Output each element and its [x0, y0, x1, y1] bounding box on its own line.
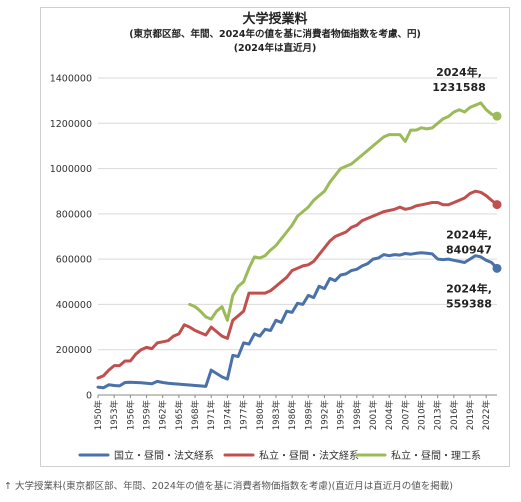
x-tick-label: 1983年	[271, 400, 282, 431]
x-tick-label: 2007年	[400, 400, 411, 431]
x-tick-label: 1968年	[190, 400, 201, 431]
x-tick-label: 1974年	[222, 400, 233, 431]
x-tick-label: 1977年	[239, 400, 250, 431]
y-tick-label: 1000000	[50, 164, 92, 175]
x-tick-label: 1959年	[142, 400, 153, 431]
x-tick-label: 2019年	[465, 400, 476, 431]
end-value-label: 2024年, 559388	[446, 281, 492, 310]
x-tick-label: 1995年	[336, 400, 347, 431]
y-tick-label: 400000	[56, 300, 92, 311]
x-tick-label: 1962年	[158, 400, 169, 431]
x-tick-label: 2016年	[449, 400, 460, 431]
x-tick-label: 1950年	[93, 400, 104, 431]
x-tick-label: 1998年	[352, 400, 363, 431]
legend-label-2: 私立・昼間・法文経系	[259, 449, 359, 462]
x-tick-label: 2010年	[417, 400, 428, 431]
chart-subtitle: (東京都区部、年間、2024年の値を基に消費者物価指数を考慮、円)	[129, 29, 421, 40]
y-tick-label: 200000	[56, 345, 92, 356]
x-tick-label: 2001年	[368, 400, 379, 431]
legend-label-3: 私立・昼間・理工系	[391, 449, 481, 462]
x-tick-label: 2022年	[481, 400, 492, 431]
series-end-point-1	[492, 263, 502, 273]
series-end-point-2	[492, 200, 502, 210]
legend-label-1: 国立・昼間・法文経系	[114, 449, 214, 462]
x-tick-label: 2013年	[433, 400, 444, 431]
series-line-2	[96, 189, 499, 380]
x-tick-label: 1989年	[303, 400, 314, 431]
x-tick-label: 1980年	[255, 400, 266, 431]
chart-frame	[40, 7, 510, 467]
y-tick-label: 600000	[56, 255, 92, 266]
series-line-3	[188, 101, 499, 322]
series-line-1	[96, 251, 499, 390]
x-tick-label: 1965年	[174, 400, 185, 431]
series-end-point-3	[492, 111, 502, 121]
chart-note: (2024年は直近月)	[233, 43, 317, 54]
chart-title: 大学授業料	[242, 12, 308, 27]
x-tick-label: 2004年	[384, 400, 395, 431]
end-value-label: 2024年, 1231588	[432, 65, 486, 94]
x-tick-label: 1971年	[206, 400, 217, 431]
y-tick-label: 1200000	[50, 119, 92, 130]
y-tick-label: 800000	[56, 209, 92, 220]
figure-caption: ↑ 大学授業料(東京都区部、年間、2024年の値を基に消費者物価指数を考慮)(直…	[4, 481, 453, 492]
chart-title-block: 大学授業料 (東京都区部、年間、2024年の値を基に消費者物価指数を考慮、円) …	[40, 12, 510, 56]
x-tick-label: 1992年	[319, 400, 330, 431]
x-tick-label: 1986年	[287, 400, 298, 431]
x-tick-label: 1956年	[125, 400, 136, 431]
x-tick-label: 1953年	[109, 400, 120, 431]
end-value-label: 2024年, 840947	[446, 228, 492, 257]
y-tick-label: 0	[86, 391, 92, 402]
y-tick-label: 1400000	[50, 74, 92, 85]
